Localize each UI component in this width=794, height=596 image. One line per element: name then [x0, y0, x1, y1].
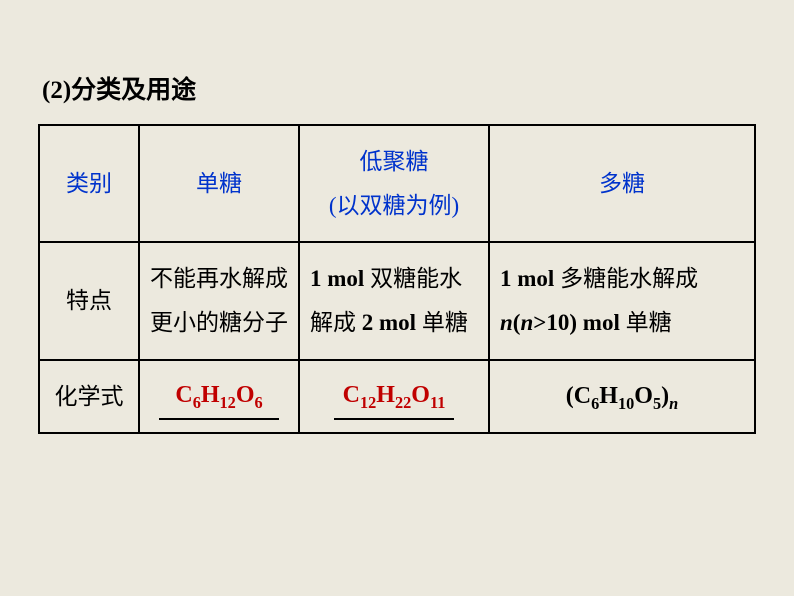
formula-di-cell: C12H22O11	[299, 360, 489, 434]
row-label-feature: 特点	[39, 242, 139, 359]
feature-poly-gt: >10) mol	[533, 310, 625, 335]
header-oligo: 低聚糖 (以双糖为例)	[299, 125, 489, 242]
feature-poly-n: n	[500, 310, 513, 335]
formula-poly: (C6H10O5)n	[566, 383, 678, 409]
feature-poly-t1: 多糖能水解成	[560, 266, 698, 291]
feature-di: 1 mol 双糖能水解成 2 mol 单糖	[299, 242, 489, 359]
f-d-h: H	[376, 382, 395, 408]
section-heading: (2)分类及用途	[38, 70, 756, 106]
f-d-c: C	[343, 382, 360, 408]
f-p-h: H	[599, 383, 618, 409]
feature-poly-n2: n	[520, 310, 533, 335]
f-m-c: C	[175, 382, 192, 408]
f-m-h: H	[201, 382, 220, 408]
f-m-s1: 6	[193, 393, 201, 412]
f-p-close: )	[661, 383, 669, 409]
feature-poly-1mol: 1 mol	[500, 266, 560, 291]
feature-poly: 1 mol 多糖能水解成n(n>10) mol 单糖	[489, 242, 755, 359]
classification-table: 类别 单糖 低聚糖 (以双糖为例) 多糖 特点 不能再水解成更小的糖分子 1 m…	[38, 124, 756, 434]
header-mono: 单糖	[139, 125, 299, 242]
table-formula-row: 化学式 C6H12O6 C12H22O11 (C6H10O5)n	[39, 360, 755, 434]
header-oligo-line2: (以双糖为例)	[329, 193, 459, 218]
f-p-s3: 5	[653, 394, 661, 413]
feature-di-t2: 单糖	[422, 310, 468, 335]
slide: (2)分类及用途 类别 单糖 低聚糖 (以双糖为例) 多糖 特点 不能再水解成更…	[0, 0, 794, 434]
f-p-o: O	[634, 383, 653, 409]
f-d-o: O	[411, 382, 430, 408]
f-m-s3: 6	[255, 393, 263, 412]
formula-di: C12H22O11	[334, 373, 454, 421]
f-m-s2: 12	[220, 393, 236, 412]
f-p-c: C	[574, 383, 591, 409]
f-d-s3: 11	[430, 393, 445, 412]
f-p-n: n	[669, 394, 678, 413]
formula-mono-cell: C6H12O6	[139, 360, 299, 434]
formula-mono: C6H12O6	[159, 373, 279, 421]
feature-mono: 不能再水解成更小的糖分子	[139, 242, 299, 359]
f-p-s2: 10	[618, 394, 634, 413]
f-d-s2: 22	[395, 393, 411, 412]
header-oligo-line1: 低聚糖	[360, 149, 429, 174]
header-category: 类别	[39, 125, 139, 242]
table-header-row: 类别 单糖 低聚糖 (以双糖为例) 多糖	[39, 125, 755, 242]
feature-di-2mol: 2 mol	[356, 310, 422, 335]
f-d-s1: 12	[360, 393, 376, 412]
header-poly: 多糖	[489, 125, 755, 242]
table-feature-row: 特点 不能再水解成更小的糖分子 1 mol 双糖能水解成 2 mol 单糖 1 …	[39, 242, 755, 359]
f-m-o: O	[236, 382, 255, 408]
heading-number: (2)	[42, 77, 71, 104]
feature-poly-t2: 单糖	[626, 310, 672, 335]
heading-text: 分类及用途	[71, 77, 196, 104]
row-label-formula: 化学式	[39, 360, 139, 434]
formula-poly-cell: (C6H10O5)n	[489, 360, 755, 434]
f-p-open: (	[566, 383, 574, 409]
feature-di-1mol: 1 mol	[310, 266, 370, 291]
